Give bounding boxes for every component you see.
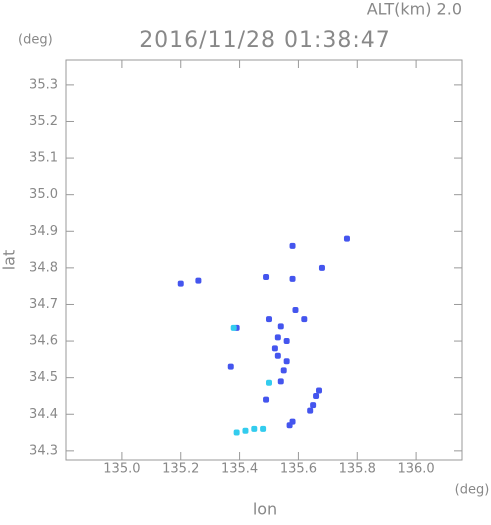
echo [289,242,296,249]
echo [263,396,270,403]
x-axis-label: lon [253,500,277,519]
x-tick-label: 135.8 [339,462,376,477]
echo [316,387,323,394]
echo [263,274,270,281]
x-tick-label: 135.4 [221,462,258,477]
plot-frame [65,59,463,461]
echo [307,407,314,414]
echo [177,280,184,287]
y-tick-label: 34.8 [29,260,58,275]
echo [274,334,281,341]
echo [310,402,317,409]
echo [233,429,240,436]
echo [266,379,273,386]
echo [343,235,350,242]
x-tick-label: 135.0 [103,462,140,477]
echo [277,323,284,330]
echo [274,352,281,359]
echo [242,427,249,434]
echo [227,363,234,370]
echo [301,316,308,323]
y-tick-label: 34.3 [29,443,58,458]
echo [271,345,278,352]
echo [289,418,296,425]
echo [266,316,273,323]
echo [283,358,290,365]
echo [283,338,290,345]
echo [251,425,258,432]
x-tick-label: 135.2 [162,462,199,477]
y-tick-label: 35.3 [29,77,58,92]
y-tick-label: 34.7 [29,297,58,312]
echo [313,392,320,399]
y-tick-label: 34.9 [29,224,58,239]
y-tick-label: 34.4 [29,407,58,422]
y-tick-label: 35.2 [29,114,58,129]
echo [289,275,296,282]
echo [230,324,237,331]
altitude: ALT(km) 2.0 [367,0,462,19]
echo [195,277,202,284]
echo [280,367,287,374]
chart-title: 2016/11/28 01:38:47 [139,28,391,53]
echo [292,306,299,313]
y-tick-label: 35.1 [29,151,58,166]
echo [277,378,284,385]
y-unit: (deg) [18,33,53,48]
echo [260,425,267,432]
y-tick-label: 34.5 [29,370,58,385]
x-tick-label: 136.0 [397,462,434,477]
echo [318,264,325,271]
y-tick-label: 34.6 [29,334,58,349]
x-tick-label: 135.6 [280,462,317,477]
y-tick-label: 35.0 [29,187,58,202]
x-unit: (deg) [455,483,490,498]
y-axis-label: lat [0,250,19,271]
